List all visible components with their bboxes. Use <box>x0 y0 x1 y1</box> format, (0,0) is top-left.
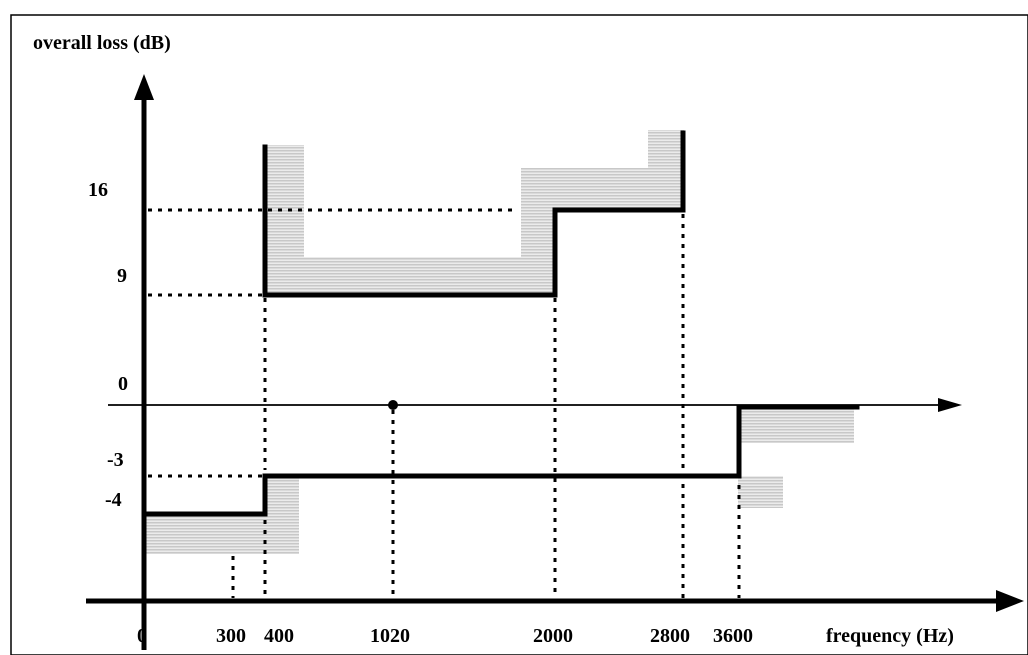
y-axis-label: overall loss (dB) <box>33 32 171 54</box>
tolerance-band-lower-left <box>144 514 299 554</box>
x-tick-2000: 2000 <box>533 625 573 647</box>
y-tick-0: 0 <box>118 373 128 395</box>
labels: overall loss (dB) frequency (Hz) 16 9 0 … <box>33 32 954 647</box>
x-tick-400: 400 <box>264 625 294 647</box>
guide-lines <box>148 208 741 598</box>
x-axis-label: frequency (Hz) <box>826 625 954 647</box>
tolerance-band-lower-right-step <box>738 408 854 443</box>
x-axis-arrow <box>996 590 1024 612</box>
x-tick-2800: 2800 <box>650 625 690 647</box>
figure-frame <box>10 14 1028 655</box>
y-tick-minus4: -4 <box>105 489 122 511</box>
y-tick-minus3: -3 <box>107 449 124 471</box>
x-tick-1020: 1020 <box>370 625 410 647</box>
tolerance-bands <box>144 130 854 554</box>
lower-mask-line <box>141 404 860 517</box>
tolerance-band-upper-step <box>521 168 555 295</box>
y-tick-16: 16 <box>88 179 108 201</box>
tolerance-band-upper-middle <box>304 257 521 295</box>
tolerance-band-upper-right <box>555 168 648 210</box>
tolerance-band-upper-top <box>648 130 684 210</box>
reference-point-1020hz <box>388 400 398 410</box>
zero-loss-line-arrow <box>938 398 962 412</box>
x-tick-300: 300 <box>216 625 246 647</box>
tolerance-band-lower-right <box>738 476 783 508</box>
upper-mask-line <box>262 130 686 298</box>
mask-lines <box>141 130 860 517</box>
tolerance-band-lower-middle <box>264 476 299 514</box>
y-axis-arrow <box>134 74 154 100</box>
y-tick-9: 9 <box>117 265 127 287</box>
x-tick-0: 0 <box>137 625 147 647</box>
tolerance-band-upper-left <box>264 145 304 295</box>
x-tick-3600: 3600 <box>713 625 753 647</box>
